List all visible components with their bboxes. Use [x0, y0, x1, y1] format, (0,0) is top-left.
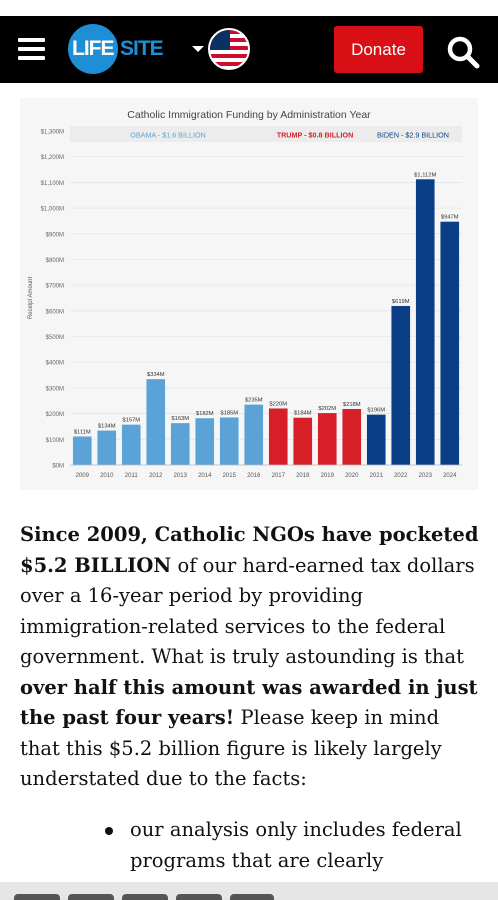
y-tick-label: $300M	[46, 386, 64, 392]
y-tick-label: $1,100M	[41, 181, 64, 187]
y-tick-label: $200M	[46, 412, 64, 418]
bar	[366, 414, 386, 465]
bar	[415, 179, 435, 465]
bar	[244, 404, 264, 465]
y-axis-label: Receipt Amount	[28, 276, 34, 319]
y-tick-label: $1,300M	[41, 130, 64, 136]
legend-label: OBAMA - $1.6 BILLION	[130, 131, 206, 140]
toolbar-tab[interactable]	[122, 894, 168, 900]
x-tick-label: 2011	[125, 473, 139, 479]
bar	[293, 417, 313, 465]
x-tick-label: 2022	[394, 473, 408, 479]
bar	[317, 413, 337, 465]
y-tick-label: $500M	[46, 335, 64, 341]
y-tick-label: $900M	[46, 232, 64, 238]
site-logo[interactable]: LIFE SITE	[68, 24, 168, 74]
status-strip	[0, 0, 498, 16]
search-icon[interactable]	[446, 35, 480, 69]
x-tick-label: 2015	[223, 473, 237, 479]
legend-band	[70, 126, 462, 142]
bar-value-label: $163M	[171, 416, 189, 422]
emphasis-bold-text: over half this amount was awarded in jus…	[20, 675, 478, 730]
bar-value-label: $947M	[441, 215, 459, 221]
bar-value-label: $1,112M	[414, 172, 436, 178]
bar	[170, 423, 190, 465]
bar	[219, 417, 239, 465]
bar	[121, 424, 141, 465]
legend-label: TRUMP - $0.8 BILLION	[277, 131, 354, 140]
bar	[268, 408, 288, 465]
us-flag-icon	[208, 28, 250, 70]
bar-value-label: $185M	[220, 410, 238, 416]
toolbar-tab[interactable]	[230, 894, 274, 900]
x-tick-label: 2009	[76, 473, 90, 479]
paragraph-text-end: Please keep in mind that this $5.2 billi…	[20, 706, 442, 790]
legend-label: BIDEN - $2.9 BILLION	[377, 131, 449, 140]
x-tick-label: 2021	[370, 473, 384, 479]
x-tick-label: 2019	[321, 473, 335, 479]
x-tick-label: 2018	[296, 473, 310, 479]
funding-chart: Catholic Immigration Funding by Administ…	[20, 98, 478, 490]
bar	[391, 305, 411, 465]
x-tick-label: 2023	[419, 473, 433, 479]
y-tick-label: $400M	[46, 361, 64, 367]
x-tick-label: 2014	[198, 473, 212, 479]
bar-value-label: $184M	[294, 411, 312, 417]
bar-value-label: $182M	[196, 411, 214, 417]
x-tick-label: 2017	[272, 473, 286, 479]
y-tick-label: $1,200M	[41, 155, 64, 161]
logo-life-text: LIFE	[72, 37, 114, 60]
bullet-list: our analysis only includes federal progr…	[105, 815, 480, 876]
x-tick-label: 2020	[345, 473, 359, 479]
browser-toolbar	[0, 882, 498, 900]
bar	[440, 221, 460, 465]
x-tick-label: 2024	[443, 473, 457, 479]
toolbar-tab[interactable]	[68, 894, 114, 900]
logo-circle	[68, 24, 118, 74]
article-paragraph: Since 2009, Catholic NGOs have pocketed …	[20, 520, 480, 795]
toolbar-tab[interactable]	[14, 894, 60, 900]
y-tick-label: $0M	[52, 464, 64, 470]
bar	[342, 408, 362, 465]
bar	[146, 379, 166, 465]
bar-value-label: $202M	[318, 406, 336, 412]
x-tick-label: 2010	[100, 473, 114, 479]
donate-button[interactable]: Donate	[334, 26, 423, 73]
x-tick-label: 2013	[174, 473, 188, 479]
bullet-item: our analysis only includes federal progr…	[130, 818, 462, 872]
y-tick-label: $700M	[46, 284, 64, 290]
bar-value-label: $134M	[98, 424, 116, 430]
y-tick-label: $1,000M	[41, 207, 64, 213]
bar	[97, 430, 117, 465]
bar-value-label: $196M	[367, 408, 385, 414]
bar-value-label: $619M	[392, 299, 410, 305]
hamburger-icon[interactable]	[18, 38, 45, 62]
bar-value-label: $334M	[147, 372, 165, 378]
site-header: LIFE SITE Donate	[0, 16, 498, 83]
lead-bold-text: Since 2009, Catholic NGOs have pocketed …	[20, 523, 479, 577]
bar	[72, 436, 92, 465]
chevron-down-icon	[192, 46, 204, 52]
bullet-dot	[105, 827, 113, 835]
funding-chart-svg: Catholic Immigration Funding by Administ…	[28, 109, 462, 479]
bar	[195, 418, 215, 465]
bar-value-label: $218M	[343, 402, 361, 408]
bar-value-label: $220M	[269, 401, 287, 407]
logo-site-text: SITE	[120, 37, 164, 60]
paragraph-text: of our hard-earned tax dollars over a 16…	[20, 553, 475, 669]
x-tick-label: 2016	[247, 473, 261, 479]
y-tick-label: $600M	[46, 309, 64, 315]
x-tick-label: 2012	[149, 473, 163, 479]
edition-selector[interactable]	[190, 28, 252, 70]
article-body: Since 2009, Catholic NGOs have pocketed …	[20, 520, 480, 795]
y-tick-label: $800M	[46, 258, 64, 264]
bar-value-label: $111M	[74, 429, 91, 435]
toolbar-tab[interactable]	[176, 894, 222, 900]
bar-value-label: $235M	[245, 398, 263, 404]
chart-title: Catholic Immigration Funding by Administ…	[127, 109, 371, 121]
bar-value-label: $157M	[122, 418, 140, 424]
y-tick-label: $100M	[46, 438, 64, 444]
